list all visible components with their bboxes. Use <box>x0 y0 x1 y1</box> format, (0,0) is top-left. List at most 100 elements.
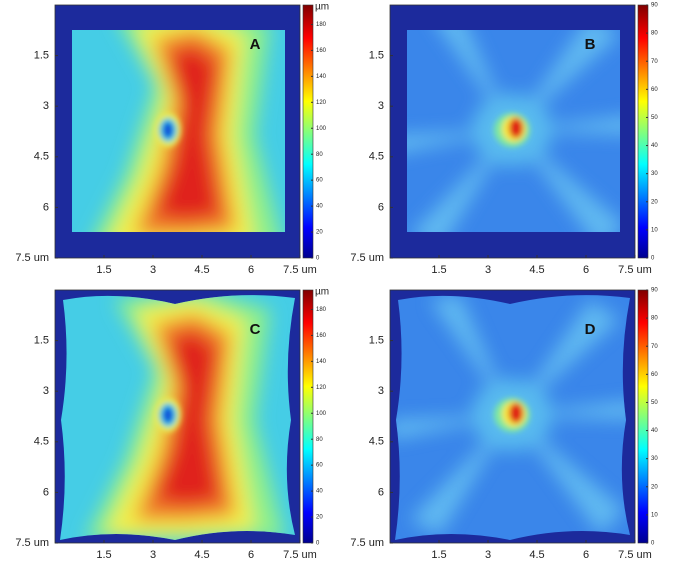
colorbar-tick-label: 90 <box>651 288 658 294</box>
panel: D 1.5 3 4.5 6 7.5 um 1.5 3 4.5 6 7.5 um 0 10 20 30 40 50… <box>350 288 658 561</box>
colorbar-tick-label: 100 <box>316 126 327 132</box>
colorbar-tick-label: 40 <box>316 489 323 495</box>
panel-label: B <box>585 36 596 53</box>
y-tick-label: 1.5 <box>369 50 384 62</box>
x-tick-label: 6 <box>248 549 254 561</box>
colorbar-tick-label: 30 <box>651 171 658 177</box>
colorbar-tick-label: 70 <box>651 59 658 65</box>
x-tick-label: 7.5 um <box>618 264 652 276</box>
colorbar-tick-label: 100 <box>316 411 327 417</box>
colorbar-tick-label: 160 <box>316 333 327 339</box>
colorbar <box>637 4 649 259</box>
colorbar-tick-label: 80 <box>316 437 323 443</box>
colorbar-tick-label: 80 <box>651 31 658 37</box>
panel-label: C <box>250 321 261 338</box>
y-tick-label: 4.5 <box>34 436 49 448</box>
y-tick-label: 4.5 <box>369 436 384 448</box>
heatmap-image <box>395 295 630 540</box>
colorbar-tick-label: 20 <box>651 199 658 205</box>
panel-label: D <box>585 321 596 338</box>
colorbar-label: µm <box>315 2 329 13</box>
y-tick-label: 6 <box>378 486 384 498</box>
heatmap-image <box>407 30 620 232</box>
colorbar-tick-label: 50 <box>651 115 658 121</box>
y-tick-label: 6 <box>378 201 384 213</box>
colorbar-tick-label: 40 <box>651 143 658 149</box>
x-tick-label: 4.5 <box>194 264 209 276</box>
y-tick-label: 4.5 <box>34 151 49 163</box>
colorbar-tick-label: 80 <box>651 316 658 322</box>
axes-frame <box>389 4 636 259</box>
y-tick-label: 6 <box>43 486 49 498</box>
colorbar-tick-label: 90 <box>651 3 658 9</box>
x-tick-label: 1.5 <box>431 264 446 276</box>
panel: B 1.5 3 4.5 6 7.5 um 1.5 3 4.5 6 7.5 um 0 10 20 30 40 50… <box>350 3 658 276</box>
x-tick-label: 4.5 <box>529 264 544 276</box>
y-tick-label: 1.5 <box>34 335 49 347</box>
panel: C 1.5 3 4.5 6 7.5 um 1.5 3 4.5 6 7.5 um 0 20 40 60 80 10… <box>15 287 329 561</box>
colorbar-tick-label: 180 <box>316 22 327 28</box>
colorbar-tick-label: 80 <box>316 152 323 158</box>
colorbar-tick-label: 120 <box>316 100 327 106</box>
x-tick-label: 3 <box>485 264 491 276</box>
colorbar-tick-label: 140 <box>316 359 327 365</box>
colorbar-tick-label: 0 <box>316 256 320 262</box>
colorbar-tick-label: 70 <box>651 344 658 350</box>
colorbar-tick-label: 0 <box>651 541 655 547</box>
colorbar-tick-label: 180 <box>316 307 327 313</box>
x-tick-label: 3 <box>485 549 491 561</box>
x-tick-label: 7.5 um <box>283 549 317 561</box>
colorbar-tick-label: 30 <box>651 456 658 462</box>
colorbar-tick-label: 50 <box>651 400 658 406</box>
colorbar-tick-label: 60 <box>651 372 658 378</box>
colorbar-tick-label: 0 <box>651 256 655 262</box>
y-tick-label: 3 <box>43 385 49 397</box>
x-tick-label: 3 <box>150 549 156 561</box>
colorbar-tick-label: 120 <box>316 385 327 391</box>
colorbar-tick-label: 20 <box>651 484 658 490</box>
colorbar-tick-label: 40 <box>651 428 658 434</box>
x-tick-label: 1.5 <box>96 264 111 276</box>
x-tick-label: 6 <box>583 549 589 561</box>
colorbar <box>302 4 314 259</box>
x-tick-label: 3 <box>150 264 156 276</box>
axes-frame <box>54 4 301 259</box>
colorbar-tick-label: 60 <box>316 463 323 469</box>
x-tick-label: 7.5 um <box>283 264 317 276</box>
axes-frame <box>54 289 301 544</box>
colorbar-tick-label: 60 <box>651 87 658 93</box>
x-tick-label: 4.5 <box>529 549 544 561</box>
colorbar-tick-label: 10 <box>651 512 658 518</box>
colorbar-tick-label: 140 <box>316 74 327 80</box>
colorbar-tick-label: 10 <box>651 227 658 233</box>
colorbar <box>637 289 649 544</box>
colorbar-tick-label: 40 <box>316 204 323 210</box>
panel: A 1.5 3 4.5 6 7.5 um 1.5 3 4.5 6 7.5 um 0 20 40 60 80 10… <box>15 2 329 276</box>
colorbar-tick-label: 20 <box>316 515 323 521</box>
y-tick-label: 4.5 <box>369 151 384 163</box>
y-tick-label: 3 <box>378 100 384 112</box>
x-tick-label: 6 <box>583 264 589 276</box>
axes-frame <box>389 289 636 544</box>
y-tick-label: 7.5 um <box>350 252 384 264</box>
heatmap-image <box>60 295 295 540</box>
x-tick-label: 4.5 <box>194 549 209 561</box>
y-tick-label: 7.5 um <box>350 537 384 549</box>
y-tick-label: 1.5 <box>34 50 49 62</box>
y-tick-label: 6 <box>43 201 49 213</box>
y-tick-label: 1.5 <box>369 335 384 347</box>
colorbar-label: µm <box>315 287 329 298</box>
x-tick-label: 7.5 um <box>618 549 652 561</box>
y-tick-label: 7.5 um <box>15 252 49 264</box>
colorbar <box>302 289 314 544</box>
colorbar-tick-label: 60 <box>316 178 323 184</box>
heatmap-image <box>72 30 285 232</box>
y-tick-label: 7.5 um <box>15 537 49 549</box>
x-tick-label: 1.5 <box>96 549 111 561</box>
x-tick-label: 1.5 <box>431 549 446 561</box>
colorbar-tick-label: 160 <box>316 48 327 54</box>
panel-label: A <box>250 36 261 53</box>
colorbar-tick-label: 20 <box>316 230 323 236</box>
x-tick-label: 6 <box>248 264 254 276</box>
